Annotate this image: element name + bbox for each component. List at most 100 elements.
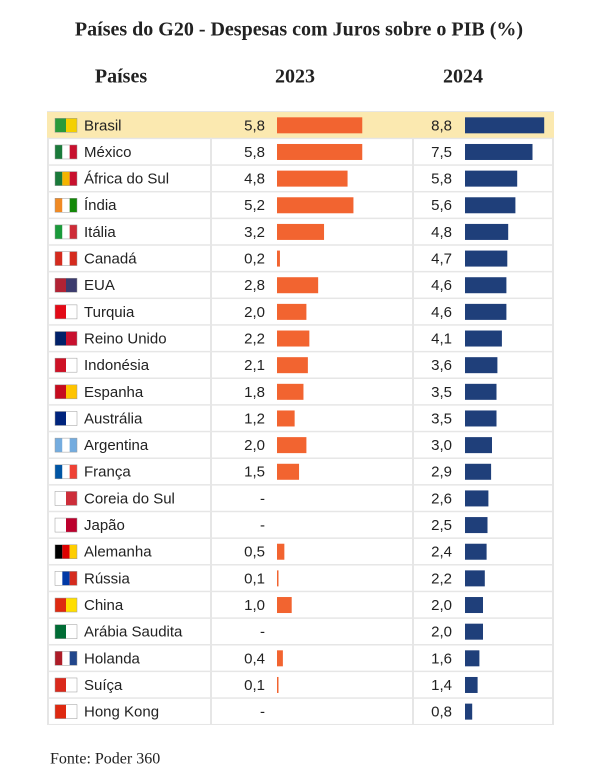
flag-border xyxy=(54,331,78,346)
flag-border xyxy=(54,544,78,559)
flag xyxy=(66,331,77,346)
cell xyxy=(212,645,412,671)
value-label: 1,6 xyxy=(431,650,452,667)
flag xyxy=(55,677,66,692)
bar xyxy=(465,277,507,294)
cell xyxy=(212,538,412,565)
flag xyxy=(62,198,70,213)
cell xyxy=(212,698,412,724)
flag-border xyxy=(54,277,78,293)
category-label: África do Sul xyxy=(84,171,169,188)
flag xyxy=(69,251,77,266)
bar xyxy=(465,437,492,454)
flag xyxy=(55,278,66,293)
cell xyxy=(212,592,412,618)
flag xyxy=(66,704,77,719)
value-label: 2,1 xyxy=(244,357,265,374)
flag xyxy=(55,118,66,133)
value-label: 2,0 xyxy=(431,624,452,641)
cell xyxy=(212,245,412,271)
flag xyxy=(55,438,63,453)
flag xyxy=(62,651,70,666)
value-label: 0,4 xyxy=(244,650,265,667)
bar xyxy=(465,570,485,587)
value-label: 4,6 xyxy=(431,304,452,321)
flag xyxy=(55,144,63,159)
flag xyxy=(69,464,77,479)
bar xyxy=(465,517,488,534)
category-label: Austrália xyxy=(84,410,143,427)
cell xyxy=(212,379,412,405)
legend-label: 2023 xyxy=(275,66,315,88)
bar xyxy=(277,277,319,294)
flag xyxy=(55,171,63,186)
flag-border xyxy=(54,198,78,213)
bar xyxy=(277,330,310,347)
flag-border xyxy=(54,144,78,160)
flag xyxy=(66,118,77,133)
category-label: México xyxy=(84,144,132,161)
flag xyxy=(55,198,63,213)
bar xyxy=(465,250,508,267)
bar xyxy=(465,357,498,374)
value-label: 1,5 xyxy=(244,464,265,481)
cell xyxy=(212,405,412,431)
category-label: Argentina xyxy=(84,437,149,454)
flag xyxy=(55,491,66,506)
bar xyxy=(465,143,533,160)
flag xyxy=(55,544,63,559)
bar xyxy=(465,410,497,427)
bar xyxy=(277,303,307,320)
value-label: 1,0 xyxy=(244,597,265,614)
flag xyxy=(69,144,77,159)
cell xyxy=(212,565,412,591)
bar xyxy=(277,543,285,560)
value-label: - xyxy=(260,624,265,641)
flag xyxy=(55,358,66,373)
flag xyxy=(55,411,66,426)
column-header: Países xyxy=(95,66,147,88)
category-label: Indonésia xyxy=(84,357,150,374)
flag xyxy=(62,438,70,453)
value-label: 1,4 xyxy=(431,677,452,694)
flag-border xyxy=(54,411,78,426)
bar xyxy=(277,357,308,374)
bar xyxy=(277,197,354,214)
flag xyxy=(69,544,77,559)
value-label: 2,4 xyxy=(431,544,452,561)
category-label: Índia xyxy=(84,197,117,214)
value-label: 5,8 xyxy=(244,144,265,161)
value-label: 4,7 xyxy=(431,251,452,268)
cell xyxy=(212,512,412,538)
value-label: 3,6 xyxy=(431,357,452,374)
flag xyxy=(69,224,77,239)
rows: Brasil 5,8 8,8 México 5,8 7,5 África do Sul 4,8… xyxy=(47,112,554,724)
flag-border xyxy=(54,224,78,240)
category-label: França xyxy=(84,464,131,481)
value-label: 0,5 xyxy=(244,544,265,561)
flag xyxy=(66,278,77,293)
flag xyxy=(62,144,70,159)
bar xyxy=(277,676,279,693)
category-label: Turquia xyxy=(84,304,135,321)
bar xyxy=(277,437,307,454)
value-label: 4,8 xyxy=(431,224,452,241)
flag xyxy=(55,304,66,319)
cell xyxy=(212,458,412,485)
flag xyxy=(55,571,63,586)
flag xyxy=(55,704,66,719)
bar xyxy=(465,197,516,214)
value-label: 3,2 xyxy=(244,224,265,241)
legend-label: 2024 xyxy=(443,66,483,88)
flag xyxy=(55,251,63,266)
flag xyxy=(62,251,70,266)
cell xyxy=(212,299,412,325)
bar xyxy=(465,383,497,400)
bar xyxy=(465,463,492,480)
cell xyxy=(414,672,552,698)
flag-border xyxy=(54,384,78,400)
flag-border xyxy=(54,251,78,266)
value-label: 2,2 xyxy=(431,570,452,587)
bar xyxy=(465,676,478,693)
